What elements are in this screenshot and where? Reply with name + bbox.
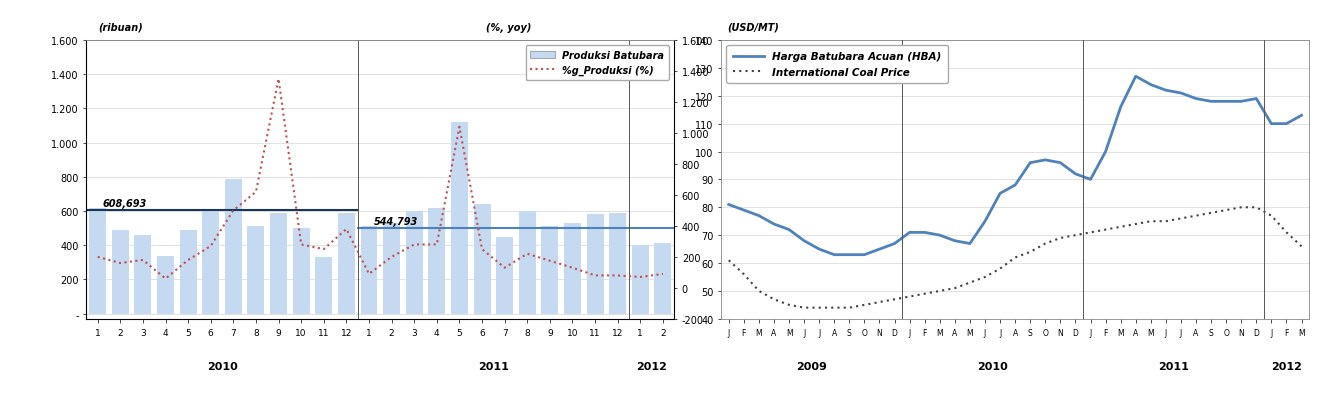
Bar bbox=[157, 256, 174, 314]
Text: 2012: 2012 bbox=[1271, 361, 1302, 371]
Legend: Harga Batubara Acuan (HBA), International Coal Price: Harga Batubara Acuan (HBA), Internationa… bbox=[727, 46, 948, 84]
Bar bbox=[563, 223, 581, 314]
Text: 608,693: 608,693 bbox=[102, 198, 146, 209]
Bar bbox=[112, 230, 129, 314]
Bar bbox=[405, 211, 423, 314]
Bar bbox=[247, 227, 264, 314]
Bar bbox=[541, 227, 558, 314]
Bar bbox=[360, 227, 377, 314]
Text: 2010: 2010 bbox=[977, 361, 1007, 371]
Bar bbox=[338, 213, 355, 314]
Text: (%, yoy): (%, yoy) bbox=[486, 22, 532, 33]
Bar bbox=[428, 208, 445, 314]
Bar bbox=[292, 229, 310, 314]
Bar bbox=[609, 213, 626, 314]
Text: 2009: 2009 bbox=[796, 361, 827, 371]
Bar bbox=[225, 179, 242, 314]
Text: (ribuan): (ribuan) bbox=[98, 22, 144, 33]
Text: 2011: 2011 bbox=[478, 361, 509, 371]
Bar bbox=[586, 215, 603, 314]
Text: 2012: 2012 bbox=[637, 361, 667, 371]
Bar bbox=[451, 123, 468, 314]
Bar bbox=[473, 204, 490, 314]
Bar bbox=[179, 230, 197, 314]
Text: (USD/MT): (USD/MT) bbox=[727, 22, 779, 33]
Legend: Produksi Batubara, %g_Produksi (%): Produksi Batubara, %g_Produksi (%) bbox=[525, 46, 670, 81]
Bar bbox=[270, 213, 287, 314]
Bar bbox=[383, 223, 400, 314]
Text: 544,793: 544,793 bbox=[373, 217, 417, 227]
Bar bbox=[518, 211, 536, 314]
Bar bbox=[89, 208, 106, 314]
Bar bbox=[496, 237, 513, 314]
Bar bbox=[654, 243, 671, 314]
Bar bbox=[202, 210, 219, 314]
Bar bbox=[315, 258, 332, 314]
Bar bbox=[631, 246, 649, 314]
Text: 2011: 2011 bbox=[1158, 361, 1189, 371]
Bar bbox=[134, 236, 152, 314]
Text: 2010: 2010 bbox=[207, 361, 238, 371]
